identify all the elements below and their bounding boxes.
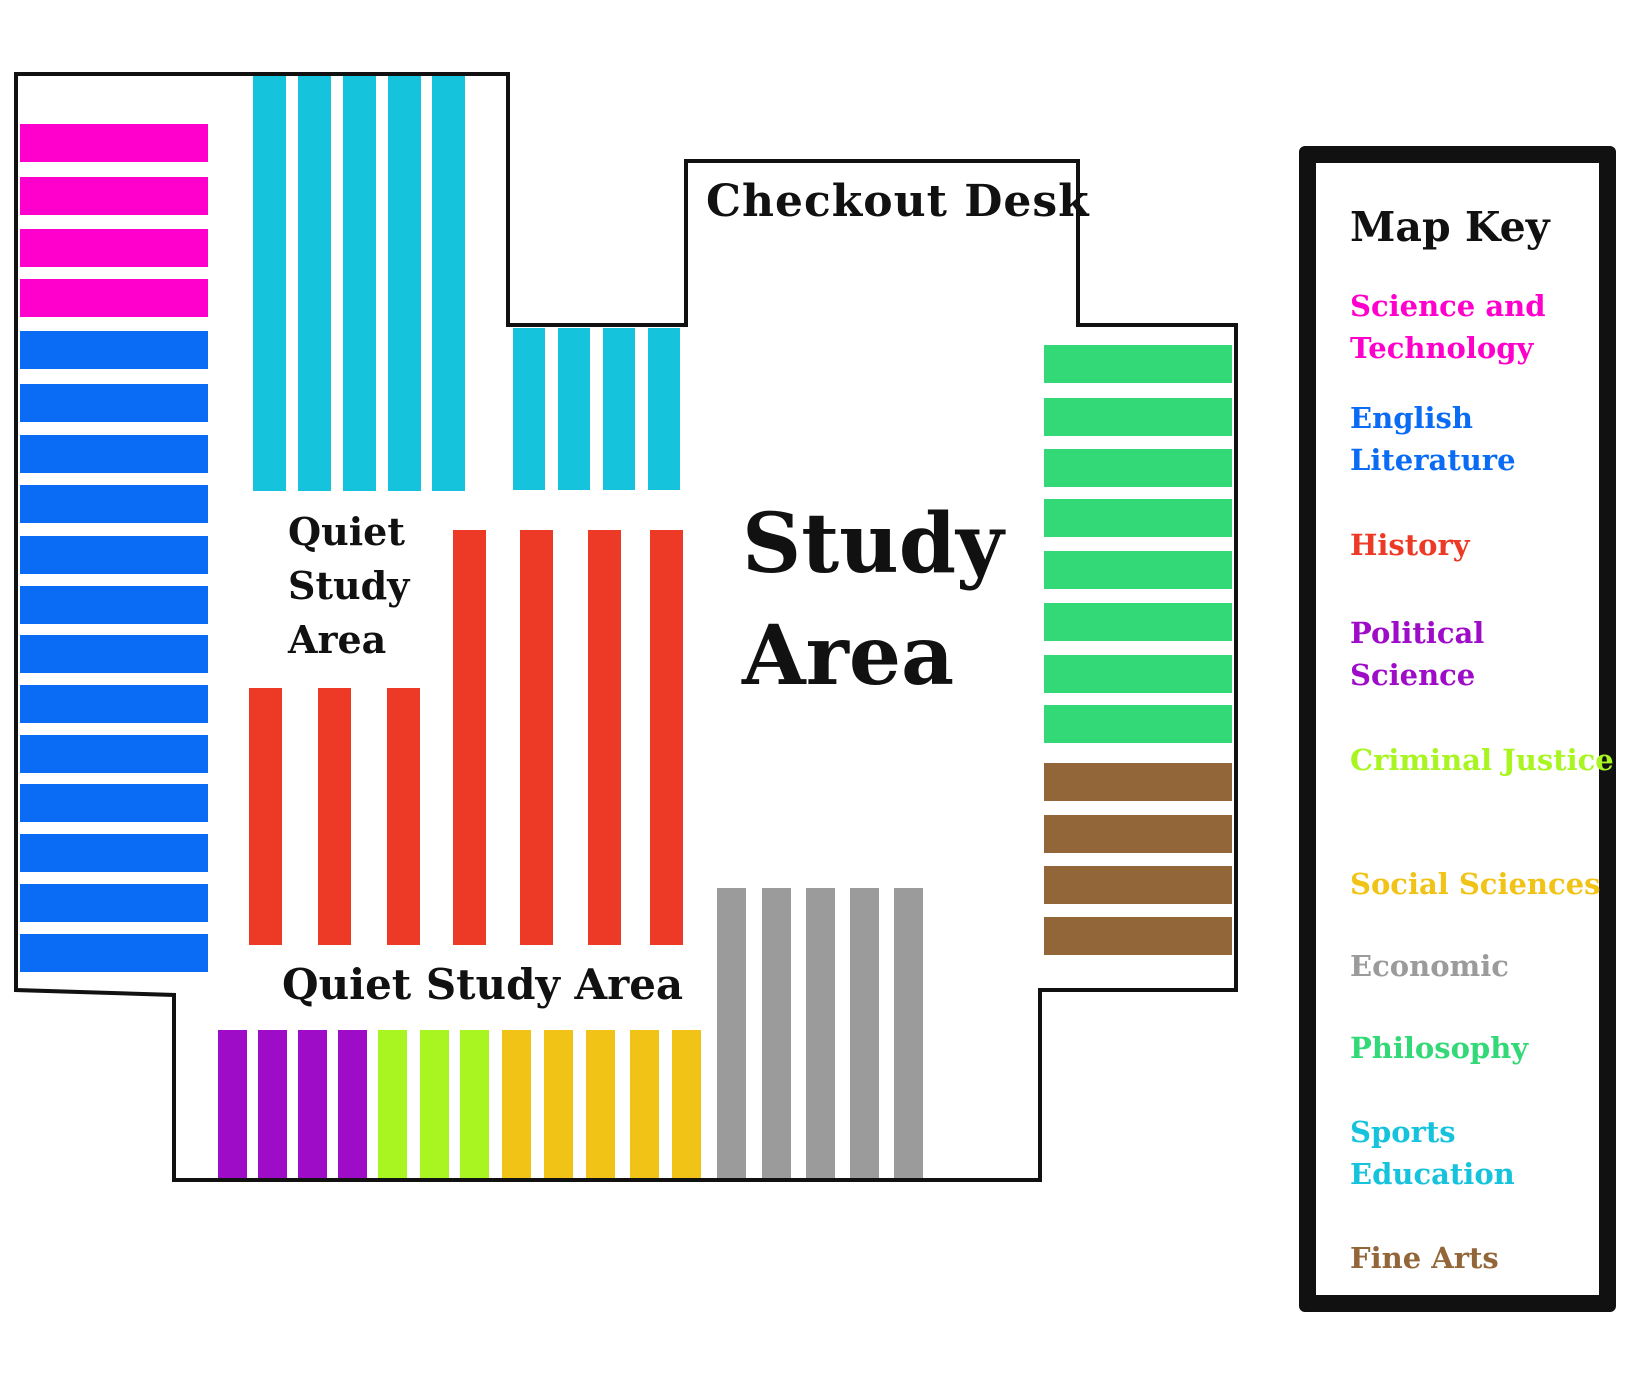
shelf-fine-arts <box>1044 917 1232 955</box>
study-area-label-line2: Area <box>742 608 955 704</box>
shelf-english-literature <box>20 834 208 872</box>
shelf-philosophy <box>1044 705 1232 743</box>
shelf-economic <box>717 888 746 1178</box>
shelf-english-literature <box>20 884 208 922</box>
map-key: Map Key Science and Technology English Li… <box>1299 146 1616 1312</box>
shelf-social-sciences <box>586 1030 615 1178</box>
shelf-sports-education <box>298 76 331 491</box>
shelf-science-and-technology <box>20 279 208 317</box>
shelf-english-literature <box>20 435 208 473</box>
shelf-english-literature <box>20 934 208 972</box>
shelf-history <box>650 530 683 945</box>
shelf-criminal-justice <box>378 1030 407 1178</box>
shelf-economic <box>894 888 923 1178</box>
shelf-social-sciences <box>544 1030 573 1178</box>
map-key-entry: Science and Technology <box>1350 289 1546 365</box>
shelf-sports-education <box>388 76 421 491</box>
map-key-entry: Economic <box>1350 949 1509 983</box>
map-key-entry: English Literature <box>1350 401 1516 477</box>
map-key-entry: Sports Education <box>1350 1115 1515 1191</box>
shelf-criminal-justice <box>420 1030 449 1178</box>
shelf-english-literature <box>20 384 208 422</box>
map-key-entry: Social Sciences <box>1350 867 1601 901</box>
shelf-history <box>453 530 486 945</box>
shelf-political-science <box>218 1030 247 1178</box>
shelf-social-sciences <box>672 1030 701 1178</box>
shelf-social-sciences <box>630 1030 659 1178</box>
shelf-economic <box>762 888 791 1178</box>
shelf-english-literature <box>20 735 208 773</box>
map-key-entry: History <box>1350 528 1470 562</box>
shelf-political-science <box>298 1030 327 1178</box>
shelf-political-science <box>258 1030 287 1178</box>
map-key-title: Map Key <box>1350 203 1550 251</box>
shelf-sports-education <box>513 328 545 490</box>
shelf-philosophy <box>1044 655 1232 693</box>
study-area-label-line1: Study <box>742 496 1004 592</box>
shelf-english-literature <box>20 685 208 723</box>
map-key-entry: Political Science <box>1350 616 1485 692</box>
shelf-fine-arts <box>1044 763 1232 801</box>
shelf-history <box>588 530 621 945</box>
shelf-history <box>249 688 282 945</box>
shelf-science-and-technology <box>20 177 208 215</box>
map-key-entry: Fine Arts <box>1350 1241 1499 1275</box>
shelf-social-sciences <box>502 1030 531 1178</box>
shelf-philosophy <box>1044 551 1232 589</box>
shelves-layer <box>20 76 1232 1178</box>
shelf-history <box>387 688 420 945</box>
shelf-english-literature <box>20 784 208 822</box>
shelf-science-and-technology <box>20 229 208 267</box>
quiet-left-line1: Quiet <box>288 509 405 554</box>
shelf-sports-education <box>558 328 590 490</box>
shelf-economic <box>806 888 835 1178</box>
shelf-criminal-justice <box>460 1030 489 1178</box>
checkout-desk-label: Checkout Desk <box>706 176 1090 227</box>
shelf-english-literature <box>20 586 208 624</box>
shelf-sports-education <box>253 76 286 491</box>
shelf-english-literature <box>20 485 208 523</box>
shelf-sports-education <box>343 76 376 491</box>
shelf-economic <box>850 888 879 1178</box>
map-key-entry: Criminal Justice <box>1350 743 1614 777</box>
map-key-entry: Philosophy <box>1350 1031 1529 1065</box>
shelf-english-literature <box>20 635 208 673</box>
study-area-label: Study Area <box>742 488 1022 712</box>
shelf-fine-arts <box>1044 815 1232 853</box>
shelf-history <box>520 530 553 945</box>
shelf-history <box>318 688 351 945</box>
quiet-left-line3: Area <box>288 617 387 662</box>
shelf-philosophy <box>1044 449 1232 487</box>
shelf-philosophy <box>1044 499 1232 537</box>
shelf-sports-education <box>432 76 465 491</box>
shelf-sports-education <box>648 328 680 490</box>
quiet-study-area-label-left: Quiet Study Area <box>288 505 409 667</box>
shelf-english-literature <box>20 331 208 369</box>
shelf-political-science <box>338 1030 367 1178</box>
shelf-english-literature <box>20 536 208 574</box>
shelf-sports-education <box>603 328 635 490</box>
shelf-philosophy <box>1044 398 1232 436</box>
shelf-philosophy <box>1044 603 1232 641</box>
shelf-fine-arts <box>1044 866 1232 904</box>
quiet-left-line2: Study <box>288 563 410 608</box>
shelf-science-and-technology <box>20 124 208 162</box>
quiet-study-area-label-bottom: Quiet Study Area <box>282 960 684 1009</box>
shelf-philosophy <box>1044 345 1232 383</box>
